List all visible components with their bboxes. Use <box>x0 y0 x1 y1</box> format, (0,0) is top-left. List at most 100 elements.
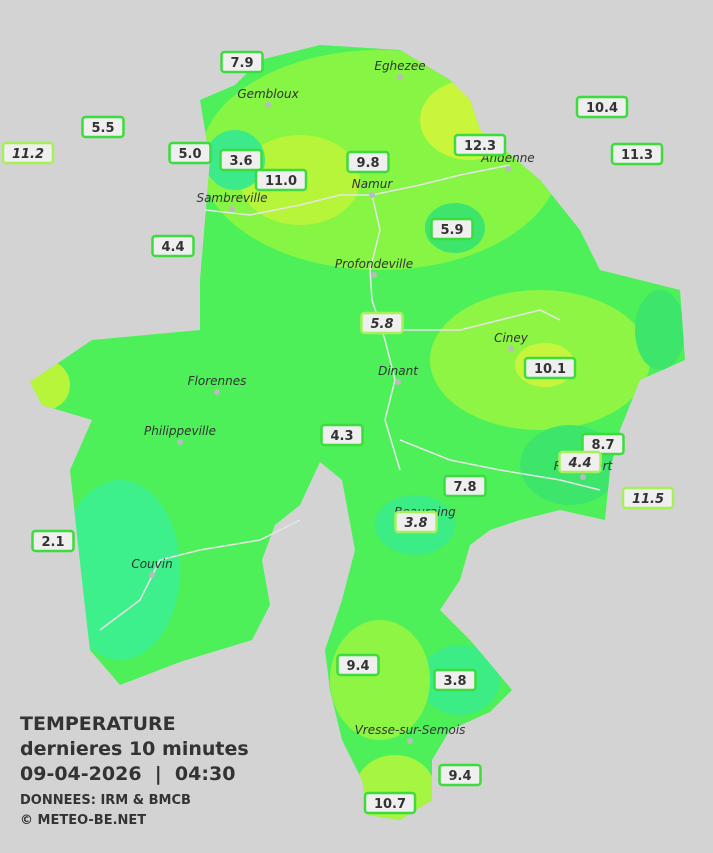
town-dot <box>177 439 183 445</box>
reading-box <box>151 234 195 258</box>
town-dot <box>371 272 377 278</box>
reading-value: 9.4 <box>448 769 471 784</box>
legend-title: TEMPERATURE <box>20 713 176 735</box>
readings: 7.9 5.5 11.2 5.0 3.6 11.0 9.8 12.3 10.4 11.3 4.4 5.… <box>1 50 675 815</box>
station-reading: 3.6 <box>219 148 263 172</box>
station-reading: 11.2 <box>1 141 55 165</box>
station-reading: 5.5 <box>81 115 125 139</box>
town-label: Vresse-sur-Semois <box>355 723 466 737</box>
station-reading: 10.4 <box>575 95 629 119</box>
station-reading: 7.8 <box>443 474 487 498</box>
town-label: Ciney <box>494 331 529 345</box>
town-dot <box>407 738 413 744</box>
legend-timestamp: 09-04-2026 | 04:30 <box>20 763 235 785</box>
reading-value: 8.7 <box>591 438 614 453</box>
reading-value: 10.1 <box>534 362 566 377</box>
town-dot <box>149 572 155 578</box>
reading-value: 3.8 <box>443 674 466 689</box>
station-reading: 7.9 <box>220 50 264 74</box>
reading-box <box>31 529 75 553</box>
reading-value: 7.9 <box>230 56 253 71</box>
reading-value: 12.3 <box>464 139 496 154</box>
reading-value: 5.0 <box>178 147 201 162</box>
station-reading: 2.1 <box>31 529 75 553</box>
reading-box <box>254 168 308 192</box>
town-dot <box>229 206 235 212</box>
reading-box <box>394 510 438 534</box>
reading-box <box>621 486 675 510</box>
town-label: Eghezee <box>374 59 425 73</box>
town-dot <box>397 74 403 80</box>
reading-box <box>346 150 390 174</box>
reading-value: 3.6 <box>229 154 252 169</box>
station-reading: 9.8 <box>346 150 390 174</box>
legend: TEMPERATURE dernieres 10 minutes 09-04-2… <box>20 713 249 828</box>
reading-box <box>558 450 602 474</box>
reading-box <box>433 668 477 692</box>
reading-value: 5.8 <box>370 317 393 332</box>
reading-value: 10.7 <box>374 797 406 812</box>
town-label: Sambreville <box>196 191 267 205</box>
station-reading: 4.4 <box>558 450 602 474</box>
reading-box <box>443 474 487 498</box>
station-reading: 11.3 <box>610 142 664 166</box>
reading-box <box>438 763 482 787</box>
reading-value: 4.4 <box>567 456 591 471</box>
reading-box <box>575 95 629 119</box>
reading-value: 3.8 <box>404 516 427 531</box>
town-dot <box>214 389 220 395</box>
reading-value: 2.1 <box>41 535 64 550</box>
town-dot <box>580 474 586 480</box>
reading-value: 10.4 <box>586 101 618 116</box>
reading-box <box>336 653 380 677</box>
reading-box <box>320 423 364 447</box>
station-reading: 5.8 <box>360 311 404 335</box>
reading-value: 11.5 <box>632 492 664 507</box>
station-reading: 10.1 <box>523 356 577 380</box>
reading-value: 7.8 <box>453 480 476 495</box>
town-dot <box>508 346 514 352</box>
reading-box <box>168 141 212 165</box>
reading-value: 11.0 <box>265 174 297 189</box>
legend-copyright: © METEO-BE.NET <box>20 813 146 828</box>
town-label: Philippeville <box>144 424 216 438</box>
reading-box <box>219 148 263 172</box>
station-reading: 4.4 <box>151 234 195 258</box>
reading-box <box>220 50 264 74</box>
reading-value: 5.9 <box>440 223 463 238</box>
reading-value: 5.5 <box>91 121 114 136</box>
reading-box <box>581 432 625 456</box>
reading-box <box>523 356 577 380</box>
reading-box <box>453 133 507 157</box>
station-reading: 3.8 <box>433 668 477 692</box>
reading-value: 4.4 <box>161 240 184 255</box>
station-reading: 11.0 <box>254 168 308 192</box>
town-dot <box>505 166 511 172</box>
legend-subtitle: dernieres 10 minutes <box>20 738 249 760</box>
town-label: Profondeville <box>335 257 413 271</box>
reading-box <box>363 791 417 815</box>
reading-box <box>360 311 404 335</box>
station-reading: 8.7 <box>581 432 625 456</box>
reading-box <box>81 115 125 139</box>
town-dot <box>369 192 375 198</box>
town-label: Namur <box>352 177 394 191</box>
town-label: Dinant <box>378 364 419 378</box>
legend-source: DONNEES: IRM & BMCB <box>20 793 191 808</box>
town-label: Gembloux <box>237 87 299 101</box>
station-reading: 5.9 <box>430 217 474 241</box>
station-reading: 5.0 <box>168 141 212 165</box>
town-dot <box>395 379 401 385</box>
reading-value: 9.4 <box>346 659 369 674</box>
reading-value: 4.3 <box>330 429 353 444</box>
station-reading: 4.3 <box>320 423 364 447</box>
reading-value: 11.2 <box>12 147 44 162</box>
station-reading: 12.3 <box>453 133 507 157</box>
station-reading: 9.4 <box>438 763 482 787</box>
station-reading: 11.5 <box>621 486 675 510</box>
town-label: Florennes <box>188 374 247 388</box>
station-reading: 3.8 <box>394 510 438 534</box>
station-reading: 9.4 <box>336 653 380 677</box>
town-dot <box>265 102 271 108</box>
